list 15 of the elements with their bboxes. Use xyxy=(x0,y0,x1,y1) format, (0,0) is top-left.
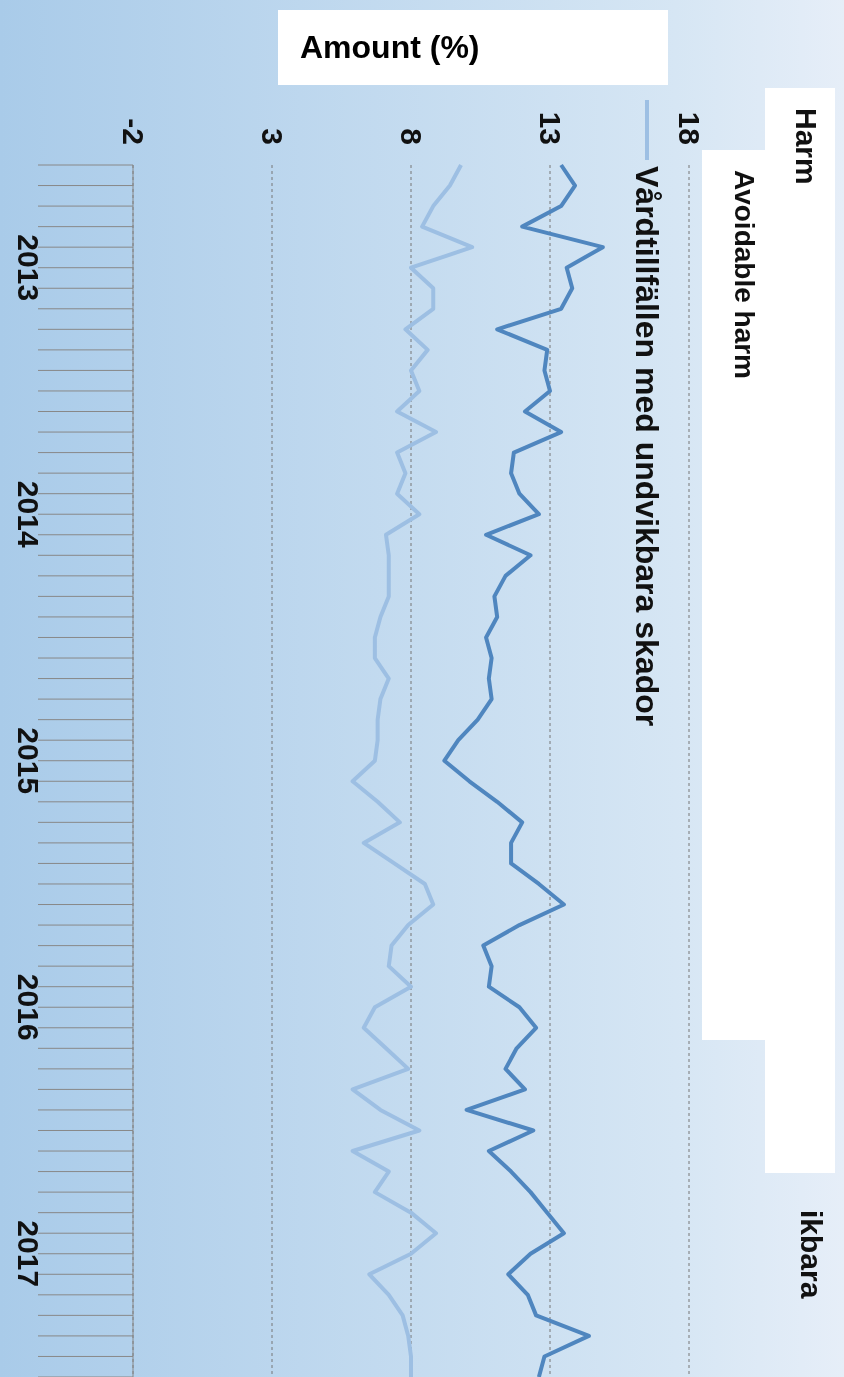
x-tick-label: -2 xyxy=(116,118,150,145)
x-tick-label: 3 xyxy=(255,128,289,145)
y-axis-title: Amount (%) xyxy=(278,10,668,85)
text: ikbara xyxy=(794,1209,829,1301)
y-tick-label: 2015 xyxy=(11,727,45,795)
y-tick-label: 2017 xyxy=(11,1220,45,1288)
y-tick-label: 2014 xyxy=(11,480,45,548)
x-tick-label: 13 xyxy=(533,111,567,145)
y-tick-label: 2013 xyxy=(11,234,45,302)
text: Harm xyxy=(765,88,835,1173)
legend-label: Vårdtillfällen med undvikbara skador xyxy=(628,166,665,727)
text: Avoidable harm xyxy=(702,150,772,1040)
x-tick-label: 18 xyxy=(672,111,706,145)
y-tick-label: 2016 xyxy=(11,973,45,1041)
x-tick-label: 8 xyxy=(394,128,428,145)
